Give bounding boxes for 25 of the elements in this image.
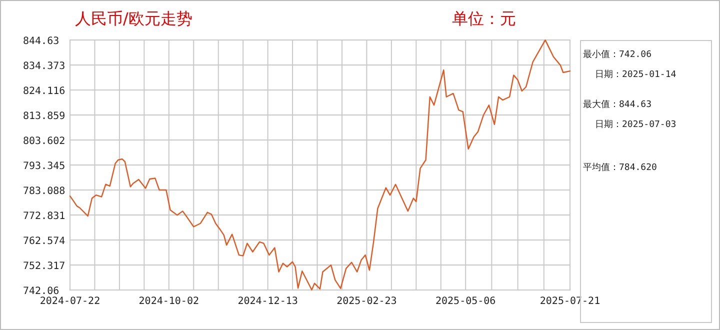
x-tick-label: 2025-07-21 <box>540 296 600 307</box>
text: 日期：2025-01-14 <box>595 69 676 80</box>
y-tick-label: 803.602 <box>23 136 66 147</box>
y-tick-label: 793.345 <box>23 161 66 172</box>
y-tick-label: 772.831 <box>23 211 66 222</box>
chart-title: 人民币/欧元走势 <box>75 9 192 28</box>
x-tick-label: 2025-05-06 <box>435 296 496 307</box>
x-tick-label: 2024-10-02 <box>138 296 200 307</box>
y-tick-label: 742.06 <box>23 286 60 297</box>
chart-subtitle: 单位：元 <box>452 9 516 28</box>
line-series <box>69 39 571 290</box>
x-tick-label: 2024-12-13 <box>238 296 298 307</box>
x-tick-label: 2025-02-23 <box>336 296 397 307</box>
y-tick-label: 844.63 <box>23 36 60 47</box>
x-tick-label: 2024-07-22 <box>40 296 100 307</box>
y-tick-label: 762.574 <box>23 236 66 247</box>
y-tick-label: 752.317 <box>23 261 66 272</box>
y-tick-label: 813.859 <box>23 111 66 122</box>
text: 日期：2025-07-03 <box>595 119 676 130</box>
text: 最小值：742.06 <box>583 49 652 60</box>
y-tick-label: 834.373 <box>23 61 66 72</box>
text: 最大值：844.63 <box>583 99 652 110</box>
text: 平均值：784.620 <box>583 162 657 173</box>
y-tick-label: 783.088 <box>23 186 66 197</box>
y-tick-label: 824.116 <box>23 86 66 97</box>
